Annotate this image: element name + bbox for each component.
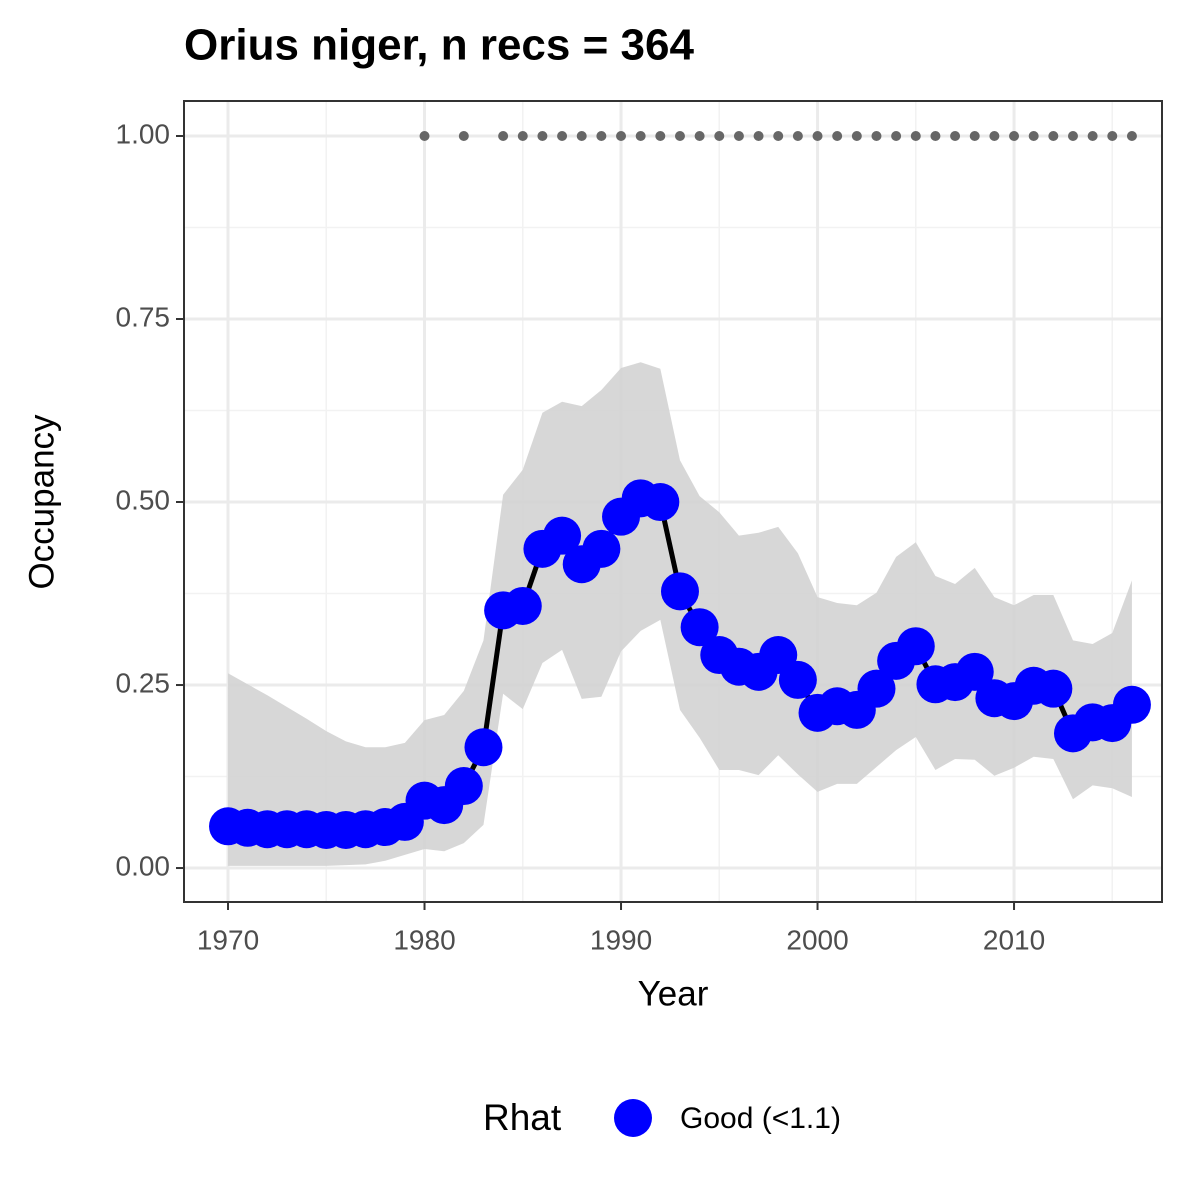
x-tick-label: 1980 <box>393 924 455 955</box>
record-dot <box>733 130 744 141</box>
chart-title: Orius niger, n recs = 364 <box>184 21 694 70</box>
y-tick-label: 0.75 <box>116 301 171 332</box>
x-tick-label: 2010 <box>983 924 1045 955</box>
x-tick-label: 2000 <box>786 924 848 955</box>
y-tick-label: 0.00 <box>116 850 171 881</box>
data-point <box>1034 669 1073 708</box>
record-dot <box>616 130 627 141</box>
data-point <box>543 516 582 555</box>
record-dot <box>891 130 902 141</box>
y-tick-label: 1.00 <box>116 118 171 149</box>
record-dot <box>1009 130 1020 141</box>
y-tick-label: 0.50 <box>116 484 171 515</box>
record-dot <box>458 130 469 141</box>
data-point <box>660 572 699 611</box>
record-dot <box>1126 130 1137 141</box>
data-point <box>1112 685 1151 724</box>
record-dot <box>517 130 528 141</box>
legend-title: Rhat <box>483 1097 562 1138</box>
data-point <box>464 728 503 767</box>
data-point <box>444 767 483 806</box>
record-dot <box>1028 130 1039 141</box>
record-dot <box>930 130 941 141</box>
record-dot <box>812 130 823 141</box>
data-point <box>955 652 994 691</box>
record-dot <box>792 130 803 141</box>
record-dot <box>596 130 607 141</box>
confidence-band <box>228 362 1132 866</box>
record-dot <box>537 130 548 141</box>
record-dot <box>1087 130 1098 141</box>
record-dot <box>910 130 921 141</box>
legend-label: Good (<1.1) <box>680 1102 841 1135</box>
data-point <box>503 586 542 625</box>
data-point <box>680 608 719 647</box>
record-dot <box>950 130 961 141</box>
record-dot <box>1048 130 1059 141</box>
y-axis-title: Occupancy <box>22 414 61 590</box>
data-point <box>641 483 680 522</box>
record-dot <box>655 130 666 141</box>
y-tick-label: 0.25 <box>116 667 171 698</box>
record-dot <box>989 130 1000 141</box>
data-point <box>778 660 817 699</box>
record-dot <box>635 130 646 141</box>
record-dot <box>557 130 568 141</box>
x-axis-title: Year <box>638 974 709 1013</box>
data-point <box>896 627 935 666</box>
record-dot <box>969 130 980 141</box>
record-dot <box>694 130 705 141</box>
record-dot <box>753 130 764 141</box>
data-point <box>857 669 896 708</box>
record-dot <box>832 130 843 141</box>
record-dot <box>1107 130 1118 141</box>
data-point <box>582 529 621 568</box>
record-dot <box>576 130 587 141</box>
record-dot <box>674 130 685 141</box>
legend-key <box>614 1099 652 1137</box>
x-tick-label: 1990 <box>590 924 652 955</box>
panel-border <box>183 100 1163 903</box>
record-dot <box>1067 130 1078 141</box>
record-dot <box>714 130 725 141</box>
record-dot <box>851 130 862 141</box>
record-dot <box>871 130 882 141</box>
x-tick-label: 1970 <box>197 924 259 955</box>
record-dot <box>773 130 784 141</box>
record-dot <box>419 130 430 141</box>
record-dot <box>498 130 509 141</box>
